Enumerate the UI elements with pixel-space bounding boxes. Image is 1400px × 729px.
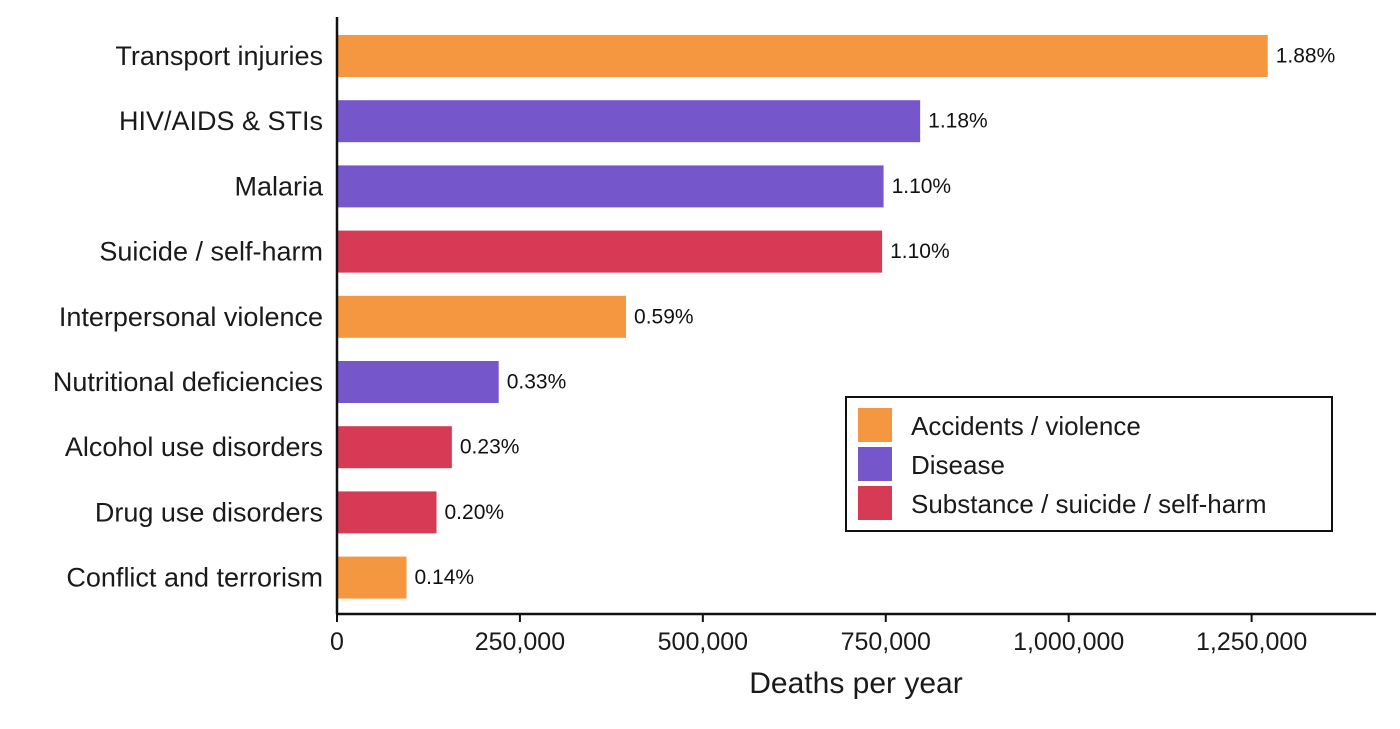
bar-alcohol-use-disorders <box>337 426 452 469</box>
legend-swatch-substance <box>858 486 892 520</box>
bar-conflict-and-terrorism <box>337 556 407 599</box>
x-tick-label: 250,000 <box>475 628 565 656</box>
bar-hiv-aids-stis <box>337 100 921 143</box>
bar-malaria <box>337 165 884 208</box>
data-label-alcohol-use-disorders: 0.23% <box>460 436 520 459</box>
data-label-malaria: 1.10% <box>892 175 952 198</box>
bars-layer <box>337 35 1268 599</box>
x-tick-label: 500,000 <box>658 628 748 656</box>
data-label-hiv-aids-stis: 1.18% <box>928 110 988 133</box>
category-label-malaria: Malaria <box>234 171 324 201</box>
legend-label-disease: Disease <box>911 450 1005 480</box>
category-label-hiv-aids-stis: HIV/AIDS & STIs <box>119 106 323 136</box>
bar-transport-injuries <box>337 35 1268 77</box>
x-tick-label: 750,000 <box>841 628 931 656</box>
legend: Accidents / violence Disease Substance / s… <box>845 396 1333 532</box>
data-label-drug-use-disorders: 0.20% <box>445 501 505 524</box>
category-label-suicide-self-harm: Suicide / self-harm <box>99 237 323 267</box>
x-axis-title: Deaths per year <box>749 667 962 700</box>
data-label-conflict-and-terrorism: 0.14% <box>415 566 475 589</box>
category-label-conflict-and-terrorism: Conflict and terrorism <box>66 563 323 593</box>
data-labels-layer: 1.88% 1.18% 1.10% 1.10% 0.59% 0.33% 0.23% 0.20%… <box>415 45 1336 590</box>
legend-box <box>845 396 1333 532</box>
x-tick-label: 1,250,000 <box>1196 628 1307 656</box>
bar-interpersonal-violence <box>337 295 627 338</box>
legend-label-accidents: Accidents / violence <box>911 411 1141 441</box>
x-ticks-layer: 0 250,000 500,000 750,000 1,000,000 1,250,000 <box>330 614 1307 656</box>
data-label-interpersonal-violence: 0.59% <box>634 305 694 328</box>
data-label-suicide-self-harm: 1.10% <box>890 240 950 263</box>
bar-nutritional-deficiencies <box>337 361 499 403</box>
bar-drug-use-disorders <box>337 491 437 534</box>
category-label-transport-injuries: Transport injuries <box>115 41 323 71</box>
category-labels-layer: Transport injuries HIV/AIDS & STIs Malaria… <box>53 41 324 593</box>
axes-layer <box>335 17 1376 616</box>
x-tick-label: 0 <box>330 628 344 656</box>
category-label-nutritional-deficiencies: Nutritional deficiencies <box>53 367 323 397</box>
legend-swatch-accidents <box>858 408 892 442</box>
data-label-nutritional-deficiencies: 0.33% <box>507 371 567 394</box>
category-label-interpersonal-violence: Interpersonal violence <box>59 302 323 332</box>
data-label-transport-injuries: 1.88% <box>1276 45 1336 68</box>
legend-swatch-disease <box>858 447 892 481</box>
legend-label-substance: Substance / suicide / self-harm <box>911 489 1267 519</box>
category-label-alcohol-use-disorders: Alcohol use disorders <box>65 432 323 462</box>
bar-suicide-self-harm <box>337 230 883 273</box>
category-label-drug-use-disorders: Drug use disorders <box>95 497 323 527</box>
x-tick-label: 1,000,000 <box>1013 628 1124 656</box>
